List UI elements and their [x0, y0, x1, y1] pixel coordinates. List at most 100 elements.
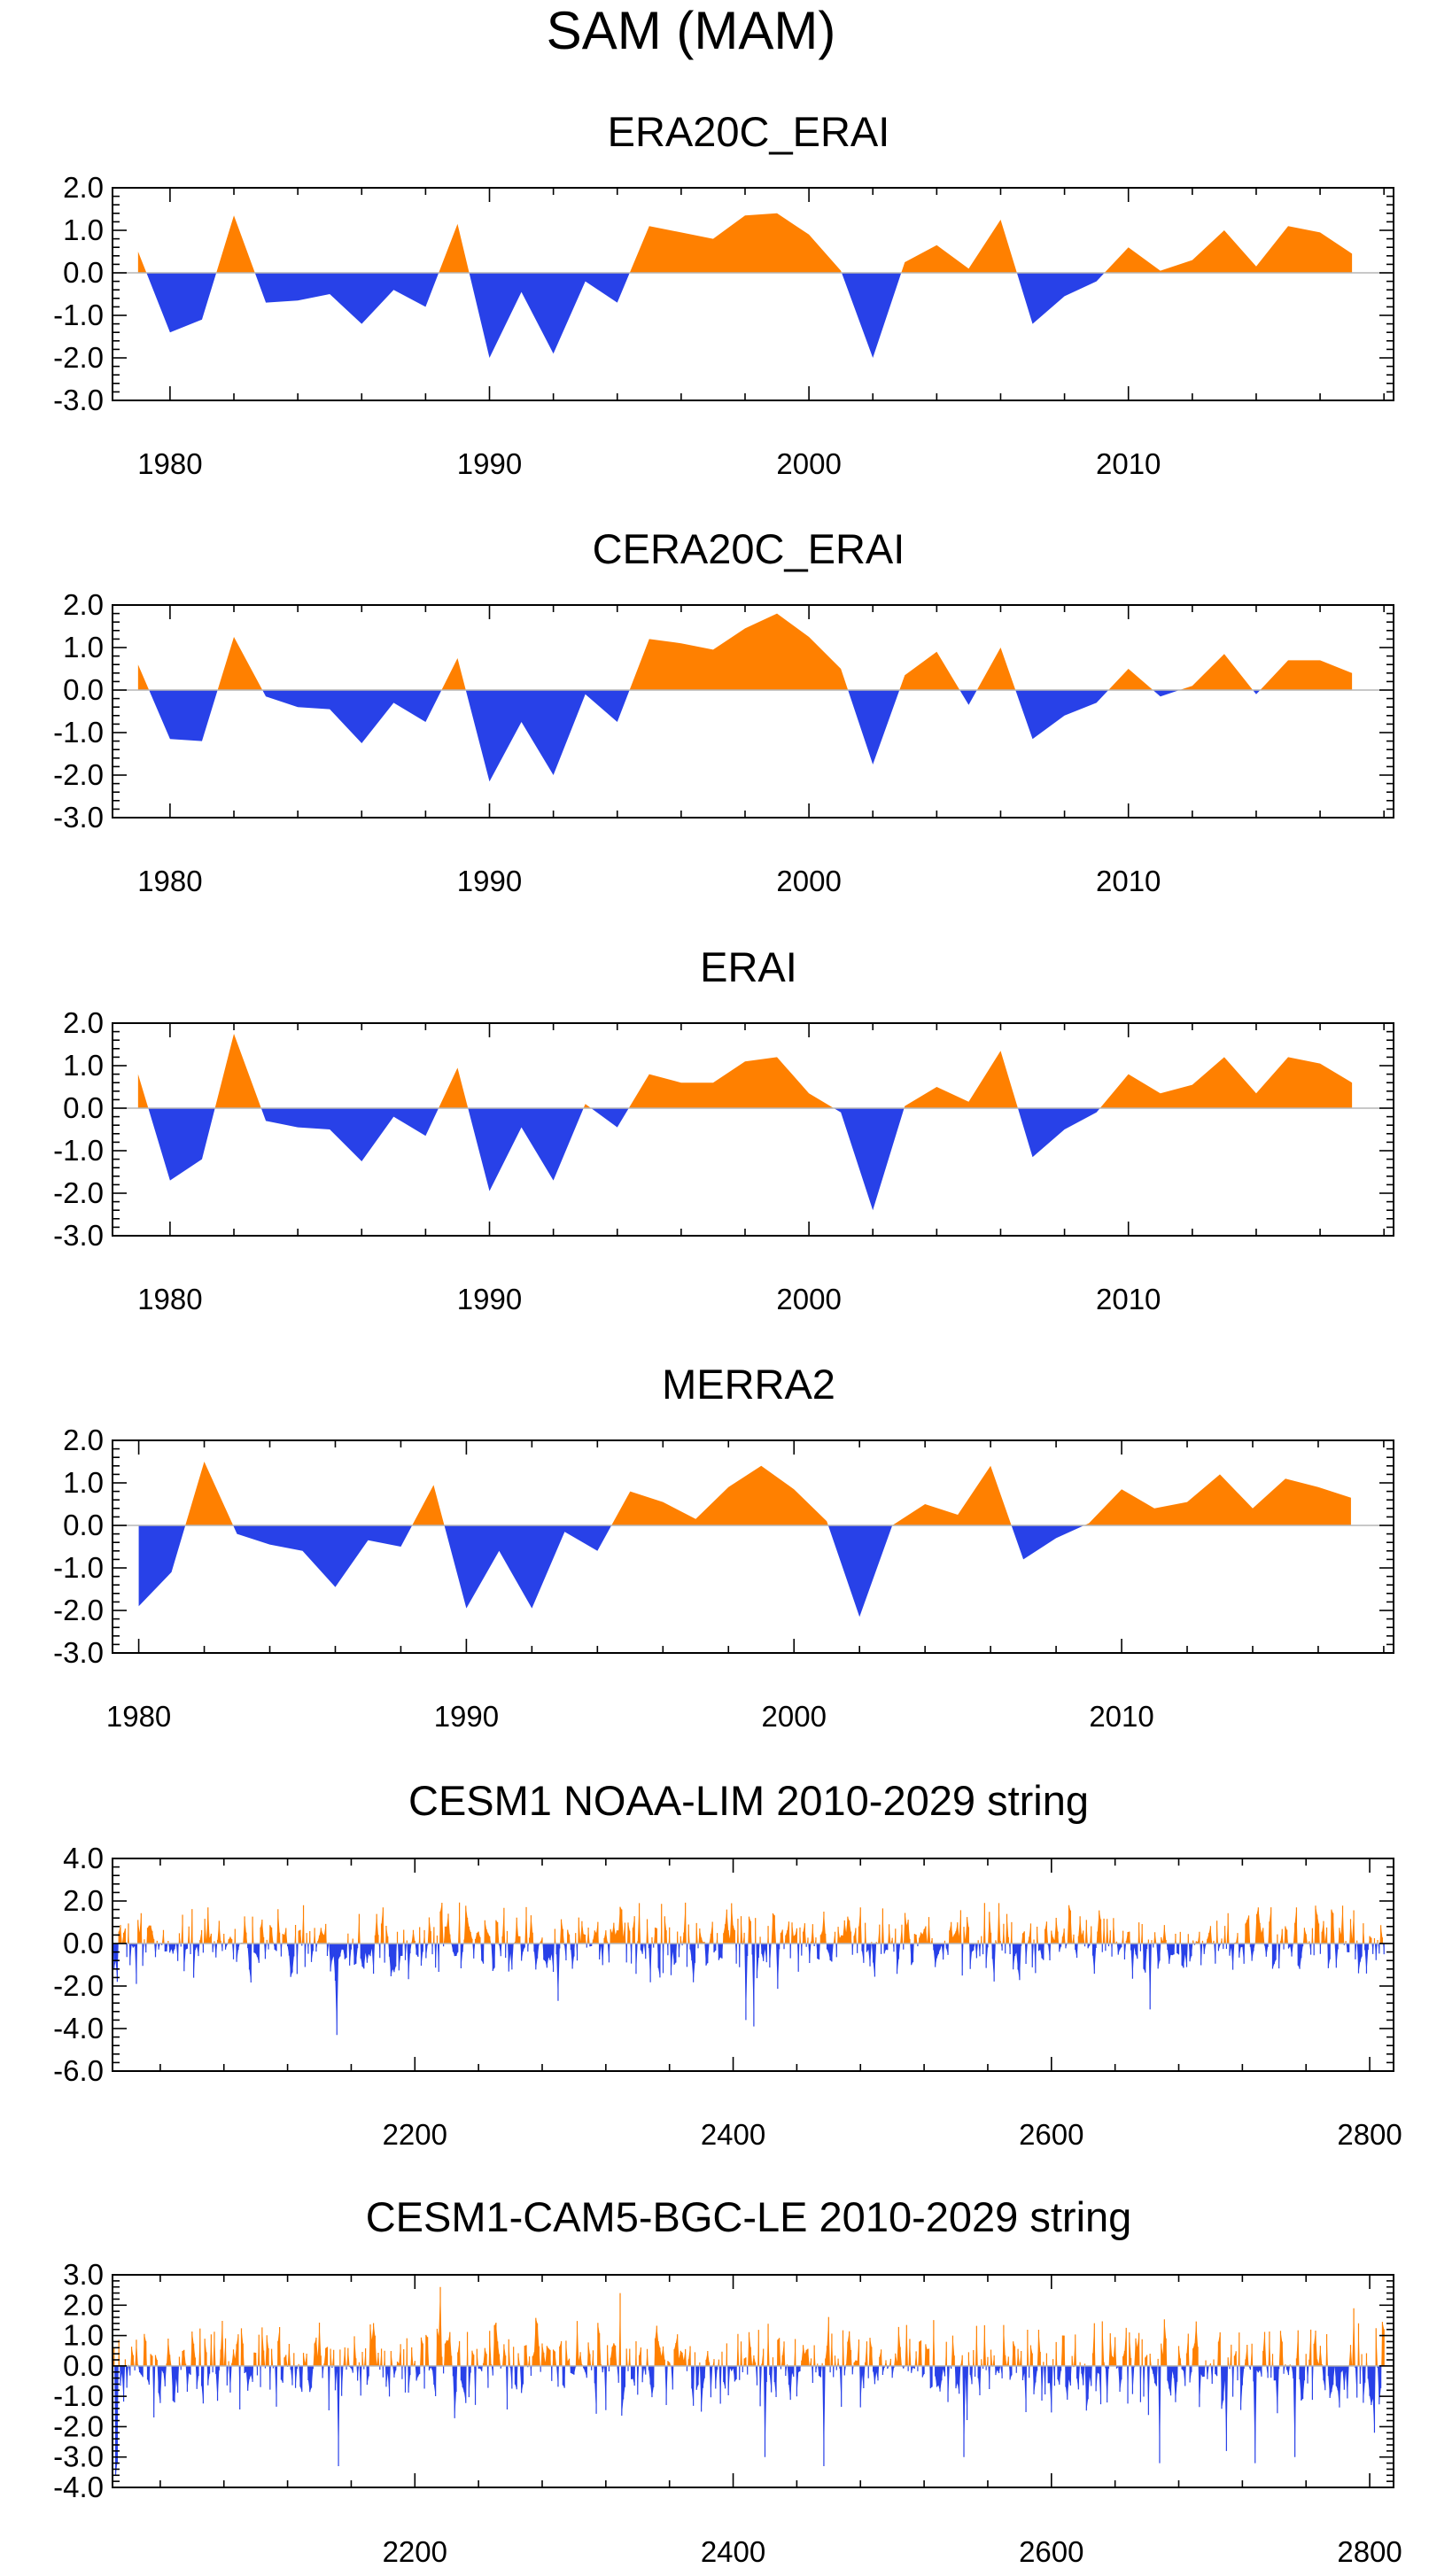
positive-area	[138, 1462, 1351, 1525]
y-tick-label: 2.0	[63, 2288, 104, 2321]
plot-area	[113, 2286, 1385, 2476]
plot-frame	[112, 1858, 1394, 2072]
panel-title: CERA20C_ERAI	[593, 525, 905, 572]
x-tick-label: 2800	[1337, 2535, 1402, 2568]
positive-area	[137, 213, 1353, 273]
panel-6: CESM1-CAM5-BGC-LE 2010-2029 string 3.02.0…	[53, 2193, 1402, 2568]
y-tick-label: -3.0	[53, 1219, 104, 1252]
y-tick-label: 2.0	[63, 171, 104, 204]
y-tick-label: 1.0	[63, 2319, 104, 2352]
y-tick-label: -2.0	[53, 2409, 104, 2442]
y-tick-label: 1.0	[63, 1466, 104, 1499]
y-tick-label: 1.0	[63, 213, 104, 246]
y-tick-label: 1.0	[63, 1049, 104, 1082]
y-tick-label: -1.0	[53, 1551, 104, 1584]
x-tick-label: 1990	[434, 1700, 499, 1733]
y-tick-label: 2.0	[63, 1424, 104, 1456]
y-tick-label: -2.0	[53, 758, 104, 791]
y-tick-label: 1.0	[63, 631, 104, 663]
panel-2: CERA20C_ERAI 2.0 1.0 0.0 -1.0 -2.0 -3.0 1980 199…	[53, 525, 1394, 897]
negative-area	[137, 273, 1353, 358]
y-tick-label: -1.0	[53, 299, 104, 331]
positive-spikes	[113, 2286, 1385, 2366]
x-tick-label: 1990	[457, 1283, 522, 1315]
negative-area	[113, 2365, 1385, 2476]
y-tick-label: -3.0	[53, 1636, 104, 1669]
plot-area	[137, 213, 1353, 358]
y-tick-label: 0.0	[63, 256, 104, 289]
x-tick-label: 2200	[383, 2118, 447, 2151]
y-tick-label: -2.0	[53, 1594, 104, 1626]
plot-area	[137, 1034, 1353, 1211]
negative-spikes	[113, 1944, 1385, 2036]
y-tick-label: -2.0	[53, 1176, 104, 1209]
plot-frame	[112, 187, 1394, 401]
x-tick-label: 2000	[776, 1283, 841, 1315]
y-tick-label: 0.0	[63, 1927, 104, 1959]
plot-area	[138, 1462, 1351, 1618]
plot-frame	[112, 1439, 1394, 1654]
y-tick-label: 0.0	[63, 1509, 104, 1541]
y-tick-label: -2.0	[53, 1969, 104, 2002]
panel-3: ERAI 2.0 1.0 0.0 -1.0 -2.0 -3.0 1980 1990 2000 201…	[53, 943, 1394, 1315]
y-tick-label: 2.0	[63, 1006, 104, 1039]
x-tick-label: 2600	[1019, 2535, 1083, 2568]
x-tick-label: 2010	[1096, 447, 1161, 480]
x-tick-label: 2200	[383, 2535, 447, 2568]
x-tick-label: 1980	[137, 1283, 202, 1315]
y-tick-label: -1.0	[53, 2379, 104, 2412]
y-tick-label: 0.0	[63, 2349, 104, 2382]
x-tick-label: 1980	[137, 447, 202, 480]
negative-area	[138, 1525, 1351, 1618]
x-tick-label: 2010	[1096, 865, 1161, 897]
y-tick-label: 2.0	[63, 1884, 104, 1917]
y-tick-label: 4.0	[63, 1842, 104, 1874]
panel-title: ERA20C_ERAI	[608, 108, 890, 155]
negative-spikes	[113, 2365, 1382, 2476]
x-tick-label: 2000	[762, 1700, 827, 1733]
negative-area	[113, 1944, 1385, 2036]
y-tick-label: 3.0	[63, 2258, 104, 2291]
x-tick-label: 1990	[457, 447, 522, 480]
plot-area	[137, 613, 1353, 782]
x-tick-label: 1990	[457, 865, 522, 897]
plot-frame	[112, 2274, 1394, 2488]
panel-title: CESM1 NOAA-LIM 2010-2029 string	[408, 1777, 1089, 1824]
y-tick-label: -1.0	[53, 716, 104, 749]
panel-5: CESM1 NOAA-LIM 2010-2029 string 4.0 2.0 0.0…	[53, 1777, 1402, 2151]
x-tick-label: 2400	[701, 2535, 765, 2568]
negative-area	[137, 690, 1353, 782]
panel-title: ERAI	[700, 943, 797, 990]
y-tick-label: 0.0	[63, 1091, 104, 1124]
x-tick-label: 2800	[1337, 2118, 1402, 2151]
plot-frame	[112, 604, 1394, 819]
x-tick-label: 2400	[701, 2118, 765, 2151]
y-tick-label: -4.0	[53, 2471, 104, 2503]
x-tick-label: 2000	[776, 447, 841, 480]
x-tick-label: 2010	[1096, 1283, 1161, 1315]
x-tick-label: 1980	[106, 1700, 171, 1733]
positive-area	[137, 613, 1353, 690]
plot-area	[113, 1902, 1385, 2036]
y-tick-label: -4.0	[53, 2012, 104, 2045]
plot-frame	[112, 1022, 1394, 1237]
y-tick-label: -3.0	[53, 2440, 104, 2473]
x-tick-label: 2010	[1089, 1700, 1153, 1733]
x-tick-label: 1980	[137, 865, 202, 897]
y-tick-label: 0.0	[63, 673, 104, 706]
y-tick-label: -6.0	[53, 2054, 104, 2087]
y-tick-label: -3.0	[53, 384, 104, 416]
x-tick-label: 2000	[776, 865, 841, 897]
y-tick-label: 2.0	[63, 588, 104, 621]
negative-area	[137, 1108, 1353, 1211]
y-tick-label: -3.0	[53, 801, 104, 834]
x-tick-label: 2600	[1019, 2118, 1083, 2151]
panel-title: CESM1-CAM5-BGC-LE 2010-2029 string	[366, 2193, 1132, 2240]
positive-spikes	[113, 1902, 1384, 1944]
figure-title: SAM (MAM)	[547, 1, 836, 60]
panel-title: MERRA2	[662, 1361, 835, 1408]
y-tick-label: -2.0	[53, 341, 104, 374]
